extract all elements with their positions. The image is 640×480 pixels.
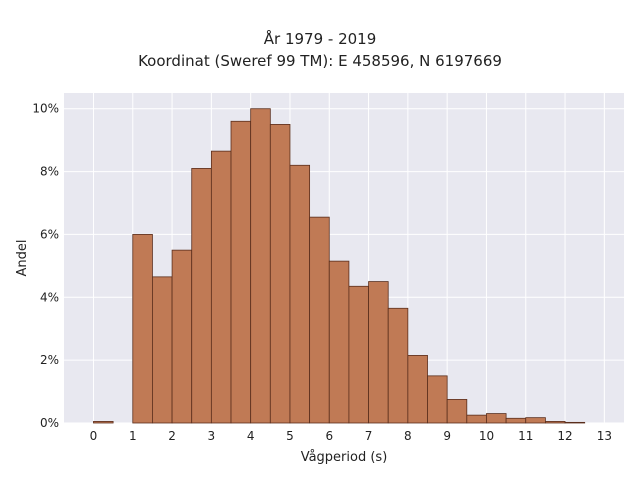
x-tick-label: 10 bbox=[479, 429, 494, 443]
x-tick-label: 4 bbox=[247, 429, 255, 443]
histogram-bar bbox=[486, 413, 507, 424]
histogram-bar bbox=[210, 150, 232, 424]
y-tick-label: 6% bbox=[40, 227, 59, 241]
x-tick-label: 8 bbox=[404, 429, 412, 443]
histogram-bar bbox=[152, 276, 173, 424]
histogram-bar bbox=[348, 285, 369, 424]
histogram-bar bbox=[191, 168, 212, 424]
histogram-bar bbox=[505, 417, 527, 424]
y-tick-labels: 0% 2% 4% 6% 8% 10% bbox=[32, 102, 59, 430]
x-tick-label: 6 bbox=[325, 429, 333, 443]
histogram-bar bbox=[446, 399, 468, 424]
x-tick-label: 0 bbox=[90, 429, 98, 443]
histogram-bar bbox=[564, 421, 586, 424]
histogram-bar bbox=[230, 120, 252, 424]
x-tick-label: 12 bbox=[557, 429, 572, 443]
histogram-bar bbox=[368, 281, 389, 424]
histogram-bar bbox=[289, 164, 311, 424]
histogram-bar bbox=[525, 417, 546, 424]
histogram-bar bbox=[387, 307, 409, 424]
histogram-bar bbox=[171, 249, 193, 424]
y-tick-label: 2% bbox=[40, 353, 59, 367]
x-tick-label: 7 bbox=[365, 429, 373, 443]
y-axis-label: Andel bbox=[15, 240, 30, 277]
x-tick-label: 1 bbox=[129, 429, 137, 443]
x-tick-label: 2 bbox=[168, 429, 176, 443]
histogram-bar bbox=[545, 421, 566, 424]
histogram-bar bbox=[269, 124, 291, 424]
y-tick-label: 4% bbox=[40, 290, 59, 304]
chart-title-line2: Koordinat (Sweref 99 TM): E 458596, N 61… bbox=[138, 52, 502, 70]
histogram-bar bbox=[427, 375, 448, 424]
x-axis-label: Vågperiod (s) bbox=[301, 450, 388, 465]
y-tick-label: 10% bbox=[32, 102, 59, 116]
histogram-bar bbox=[250, 108, 271, 424]
histogram-bar bbox=[466, 414, 487, 424]
y-tick-label: 8% bbox=[40, 165, 59, 179]
x-tick-labels: 0 1 2 3 4 5 6 7 8 9 10 11 12 13 bbox=[90, 429, 612, 443]
bars-group bbox=[93, 108, 586, 424]
y-tick-label: 0% bbox=[40, 416, 59, 430]
x-tick-label: 13 bbox=[597, 429, 612, 443]
histogram-bar bbox=[309, 216, 330, 424]
x-tick-label: 3 bbox=[208, 429, 216, 443]
x-tick-label: 11 bbox=[518, 429, 533, 443]
histogram-bar bbox=[328, 260, 350, 424]
histogram-bar bbox=[132, 234, 153, 424]
x-tick-label: 9 bbox=[443, 429, 451, 443]
histogram-bar bbox=[407, 355, 428, 424]
x-tick-label: 5 bbox=[286, 429, 294, 443]
histogram-bar bbox=[93, 421, 114, 424]
chart-title-line1: År 1979 - 2019 bbox=[263, 30, 377, 48]
